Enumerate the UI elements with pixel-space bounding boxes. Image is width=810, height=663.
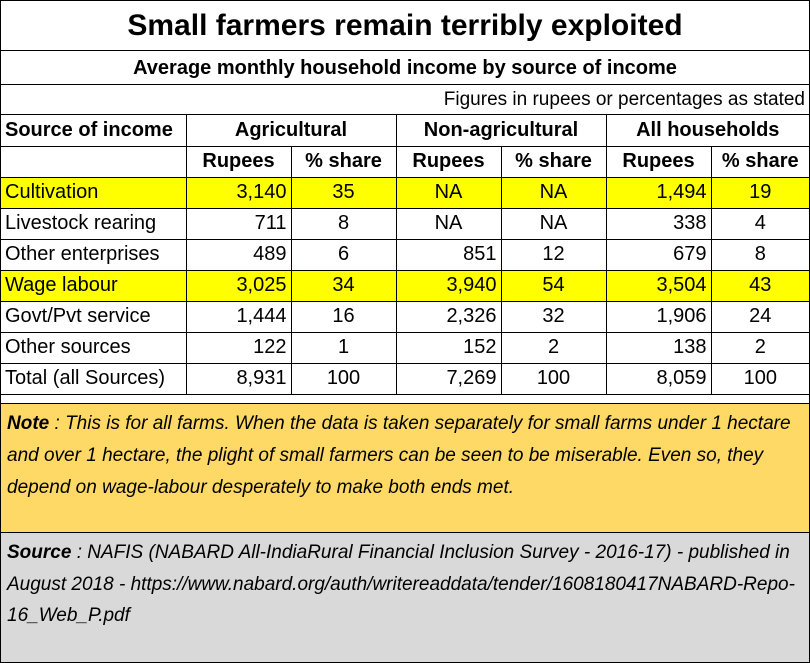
row-label: Livestock rearing [1,207,187,240]
source-label: Source [7,542,72,563]
cell-share: 2 [710,331,810,364]
source-text: : NAFIS (NABARD All-IndiaRural Financial… [7,542,795,626]
source-box: Source : NAFIS (NABARD All-IndiaRural Fi… [1,533,809,662]
table-row: Total (all Sources) 8,931 100 7,269 100 8,059… [1,362,810,395]
cell-rupees: 1,906 [605,300,712,333]
table-row: Govt/Pvt service 1,444 16 2,326 32 1,906 24 [1,300,810,333]
cell-rupees: 8,931 [185,362,292,395]
table-title: Small farmers remain terribly exploited [1,1,809,51]
row-label: Govt/Pvt service [1,300,187,333]
cell-share: 35 [290,176,397,209]
subheader-blank [1,145,187,178]
cell-share: 100 [710,362,810,395]
figures-note: Figures in rupees or percentages as stat… [1,85,809,115]
subheader-share: % share [710,145,810,178]
cell-rupees: 338 [605,207,712,240]
cell-rupees: 2,326 [395,300,502,333]
subheader-rupees: Rupees [605,145,712,178]
cell-rupees: 152 [395,331,502,364]
cell-rupees: 7,269 [395,362,502,395]
cell-share: 6 [290,238,397,271]
cell-rupees: 3,940 [395,269,502,302]
cell-share: 1 [290,331,397,364]
cell-share: 2 [500,331,607,364]
cell-share: 54 [500,269,607,302]
cell-share: 12 [500,238,607,271]
cell-rupees: 711 [185,207,292,240]
subheader-rupees: Rupees [185,145,292,178]
group-header-non-agricultural: Non-agricultural [395,115,607,146]
row-label: Wage labour [1,269,187,302]
cell-rupees: 3,504 [605,269,712,302]
cell-rupees: 138 [605,331,712,364]
row-label: Total (all Sources) [1,362,187,395]
row-label: Other sources [1,331,187,364]
cell-rupees: 679 [605,238,712,271]
subheader-rupees: Rupees [395,145,502,178]
cell-rupees: 851 [395,238,502,271]
row-header-label: Source of income [1,115,187,147]
note-label: Note [7,413,50,434]
cell-share: NA [500,207,607,240]
cell-rupees: 489 [185,238,292,271]
subheader-row: Rupees % share Rupees % share Rupees % s… [1,145,810,178]
cell-rupees: NA [395,176,502,209]
group-header-row: Source of income Agricultural Non-agricu… [1,115,810,147]
cell-share: 100 [500,362,607,395]
row-label: Cultivation [1,176,187,209]
cell-rupees: 3,140 [185,176,292,209]
row-label: Other enterprises [1,238,187,271]
cell-rupees: 1,444 [185,300,292,333]
table-row: Wage labour 3,025 34 3,940 54 3,504 43 [1,269,810,302]
subheader-share: % share [500,145,607,178]
cell-rupees: NA [395,207,502,240]
cell-rupees: 1,494 [605,176,712,209]
table-row: Livestock rearing 711 8 NA NA 338 4 [1,207,810,240]
cell-share: 8 [710,238,810,271]
cell-share: 8 [290,207,397,240]
cell-share: 43 [710,269,810,302]
group-header-all-households: All households [605,115,810,146]
cell-share: NA [500,176,607,209]
cell-share: 34 [290,269,397,302]
subheader-share: % share [290,145,397,178]
cell-share: 16 [290,300,397,333]
cell-rupees: 8,059 [605,362,712,395]
cell-share: 100 [290,362,397,395]
group-header-agricultural: Agricultural [185,115,397,146]
cell-rupees: 3,025 [185,269,292,302]
table-row: Other sources 122 1 152 2 138 2 [1,331,810,364]
note-text: : This is for all farms. When the data i… [7,413,791,498]
cell-share: 32 [500,300,607,333]
table-subtitle: Average monthly household income by sour… [1,51,809,85]
table-row: Cultivation 3,140 35 NA NA 1,494 19 [1,176,810,209]
income-data-table: Source of income Agricultural Non-agricu… [1,115,810,395]
cell-rupees: 122 [185,331,292,364]
cell-share: 4 [710,207,810,240]
cell-share: 19 [710,176,810,209]
cell-share: 24 [710,300,810,333]
note-box: Note : This is for all farms. When the d… [1,403,809,533]
table-row: Other enterprises 489 6 851 12 679 8 [1,238,810,271]
